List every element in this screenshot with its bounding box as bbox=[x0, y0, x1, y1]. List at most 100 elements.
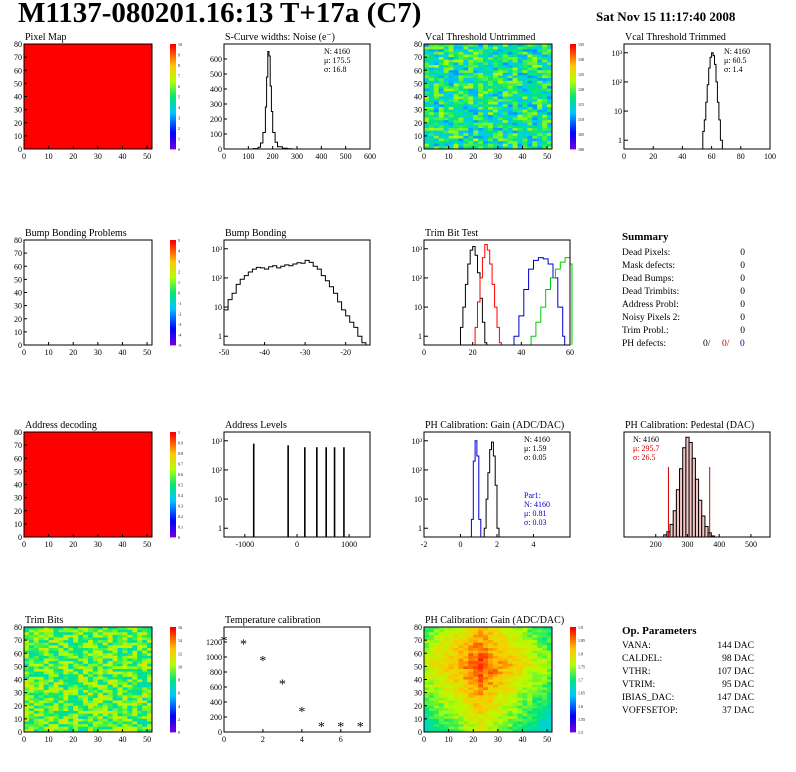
color-scale-band bbox=[170, 104, 176, 108]
heatmap-cell bbox=[473, 708, 479, 712]
heatmap-cell bbox=[463, 78, 469, 82]
heatmap-cell bbox=[424, 107, 430, 111]
heatmap-cell bbox=[58, 655, 64, 659]
heatmap-cell bbox=[473, 112, 479, 116]
color-scale-band bbox=[570, 627, 576, 630]
heatmap-cell bbox=[443, 637, 450, 641]
heatmap-cell bbox=[473, 629, 479, 633]
heatmap-cell bbox=[517, 107, 523, 111]
heatmap-cell bbox=[53, 653, 59, 657]
heatmap-cell bbox=[492, 726, 499, 730]
heatmap-cell bbox=[107, 711, 114, 715]
heatmap-cell bbox=[33, 697, 40, 701]
heatmap-cell bbox=[63, 663, 69, 667]
color-scale-band bbox=[170, 336, 176, 340]
heatmap-cell bbox=[463, 711, 469, 715]
heatmap-cell bbox=[443, 674, 450, 678]
heatmap-cell bbox=[68, 674, 74, 678]
heatmap-cell bbox=[537, 143, 543, 147]
heatmap-cell bbox=[24, 718, 30, 722]
heatmap-cell bbox=[147, 679, 153, 683]
heatmap-cell bbox=[473, 661, 479, 665]
heatmap-cell bbox=[463, 705, 469, 709]
heatmap-cell bbox=[547, 80, 553, 84]
heatmap-cell bbox=[38, 650, 45, 654]
heatmap-cell bbox=[483, 663, 489, 667]
heatmap-cell bbox=[507, 67, 514, 71]
heatmap-cell bbox=[112, 658, 118, 662]
heatmap-cell bbox=[547, 642, 553, 646]
heatmap-cell bbox=[502, 75, 509, 79]
heatmap-cell bbox=[537, 666, 543, 670]
heatmap-cell bbox=[473, 671, 479, 675]
heatmap-cell bbox=[448, 671, 454, 675]
heatmap-cell bbox=[142, 718, 148, 722]
heatmap-cell bbox=[497, 663, 504, 667]
heatmap-cell bbox=[448, 122, 454, 126]
heatmap-cell bbox=[97, 724, 104, 728]
heatmap-cell bbox=[142, 729, 148, 733]
heatmap-cell bbox=[24, 658, 30, 662]
heatmap-cell bbox=[48, 692, 54, 696]
heatmap-cell bbox=[102, 705, 109, 709]
heatmap-cell bbox=[468, 146, 474, 150]
heatmap-cell bbox=[527, 99, 533, 103]
heatmap-cell bbox=[517, 653, 523, 657]
heatmap-cell bbox=[433, 83, 440, 87]
heatmap-cell bbox=[92, 658, 99, 662]
heatmap-cell bbox=[542, 107, 548, 111]
heatmap-cell bbox=[507, 93, 514, 97]
stats-line: μ: 60.5 bbox=[724, 56, 747, 65]
heatmap-cell bbox=[537, 726, 543, 730]
heatmap-cell bbox=[453, 658, 459, 662]
heatmap-cell bbox=[547, 65, 553, 69]
heatmap-cell bbox=[428, 629, 435, 633]
heatmap-cell bbox=[517, 674, 523, 678]
y-tick-label: 1 bbox=[418, 524, 422, 533]
heatmap-cell bbox=[497, 128, 504, 132]
color-scale-band bbox=[170, 725, 176, 729]
heatmap-cell bbox=[453, 726, 459, 730]
heatmap-cell bbox=[438, 671, 445, 675]
heatmap-cell bbox=[127, 684, 133, 688]
color-scale-band bbox=[170, 102, 176, 106]
heatmap-cell bbox=[453, 133, 459, 137]
heatmap-cell bbox=[507, 679, 514, 683]
heatmap-cell bbox=[547, 135, 553, 139]
heatmap-cell bbox=[112, 640, 118, 644]
color-scale-band bbox=[170, 317, 176, 321]
heatmap-cell bbox=[448, 114, 454, 118]
x-tick-label: 0 bbox=[422, 348, 426, 357]
heatmap-cell bbox=[488, 141, 494, 145]
color-scale-band bbox=[570, 125, 576, 129]
heatmap-cell bbox=[428, 729, 435, 733]
heatmap-cell bbox=[483, 59, 489, 63]
series-line bbox=[530, 257, 573, 345]
heatmap-cell bbox=[58, 650, 64, 654]
heatmap-cell bbox=[517, 49, 523, 53]
heatmap-cell bbox=[428, 632, 435, 636]
color-scale-band bbox=[170, 633, 176, 636]
op-parameter-value: 98 DAC bbox=[722, 654, 754, 664]
stats-line: μ: 295.7 bbox=[633, 444, 660, 453]
heatmap-cell bbox=[63, 700, 69, 704]
heatmap-cell bbox=[28, 655, 35, 659]
heatmap-cell bbox=[542, 682, 548, 686]
heatmap-cell bbox=[443, 62, 450, 66]
heatmap-cell bbox=[48, 661, 54, 665]
heatmap-cell bbox=[483, 141, 489, 145]
heatmap-cell bbox=[122, 650, 128, 654]
heatmap-cell bbox=[458, 112, 464, 116]
heatmap-cell bbox=[478, 96, 484, 100]
heatmap-cell bbox=[48, 700, 54, 704]
heatmap-cell bbox=[438, 632, 445, 636]
heatmap-cell bbox=[428, 713, 435, 717]
chart-title: Bump Bonding Problems bbox=[25, 228, 127, 239]
heatmap-cell bbox=[517, 99, 523, 103]
summary-label: Address Probl: bbox=[622, 300, 679, 310]
heatmap-cell bbox=[512, 666, 518, 670]
heatmap-cell bbox=[463, 46, 469, 50]
heatmap-cell bbox=[527, 674, 533, 678]
color-scale-tick-label: 100 bbox=[578, 147, 584, 152]
heatmap-cell bbox=[438, 642, 445, 646]
